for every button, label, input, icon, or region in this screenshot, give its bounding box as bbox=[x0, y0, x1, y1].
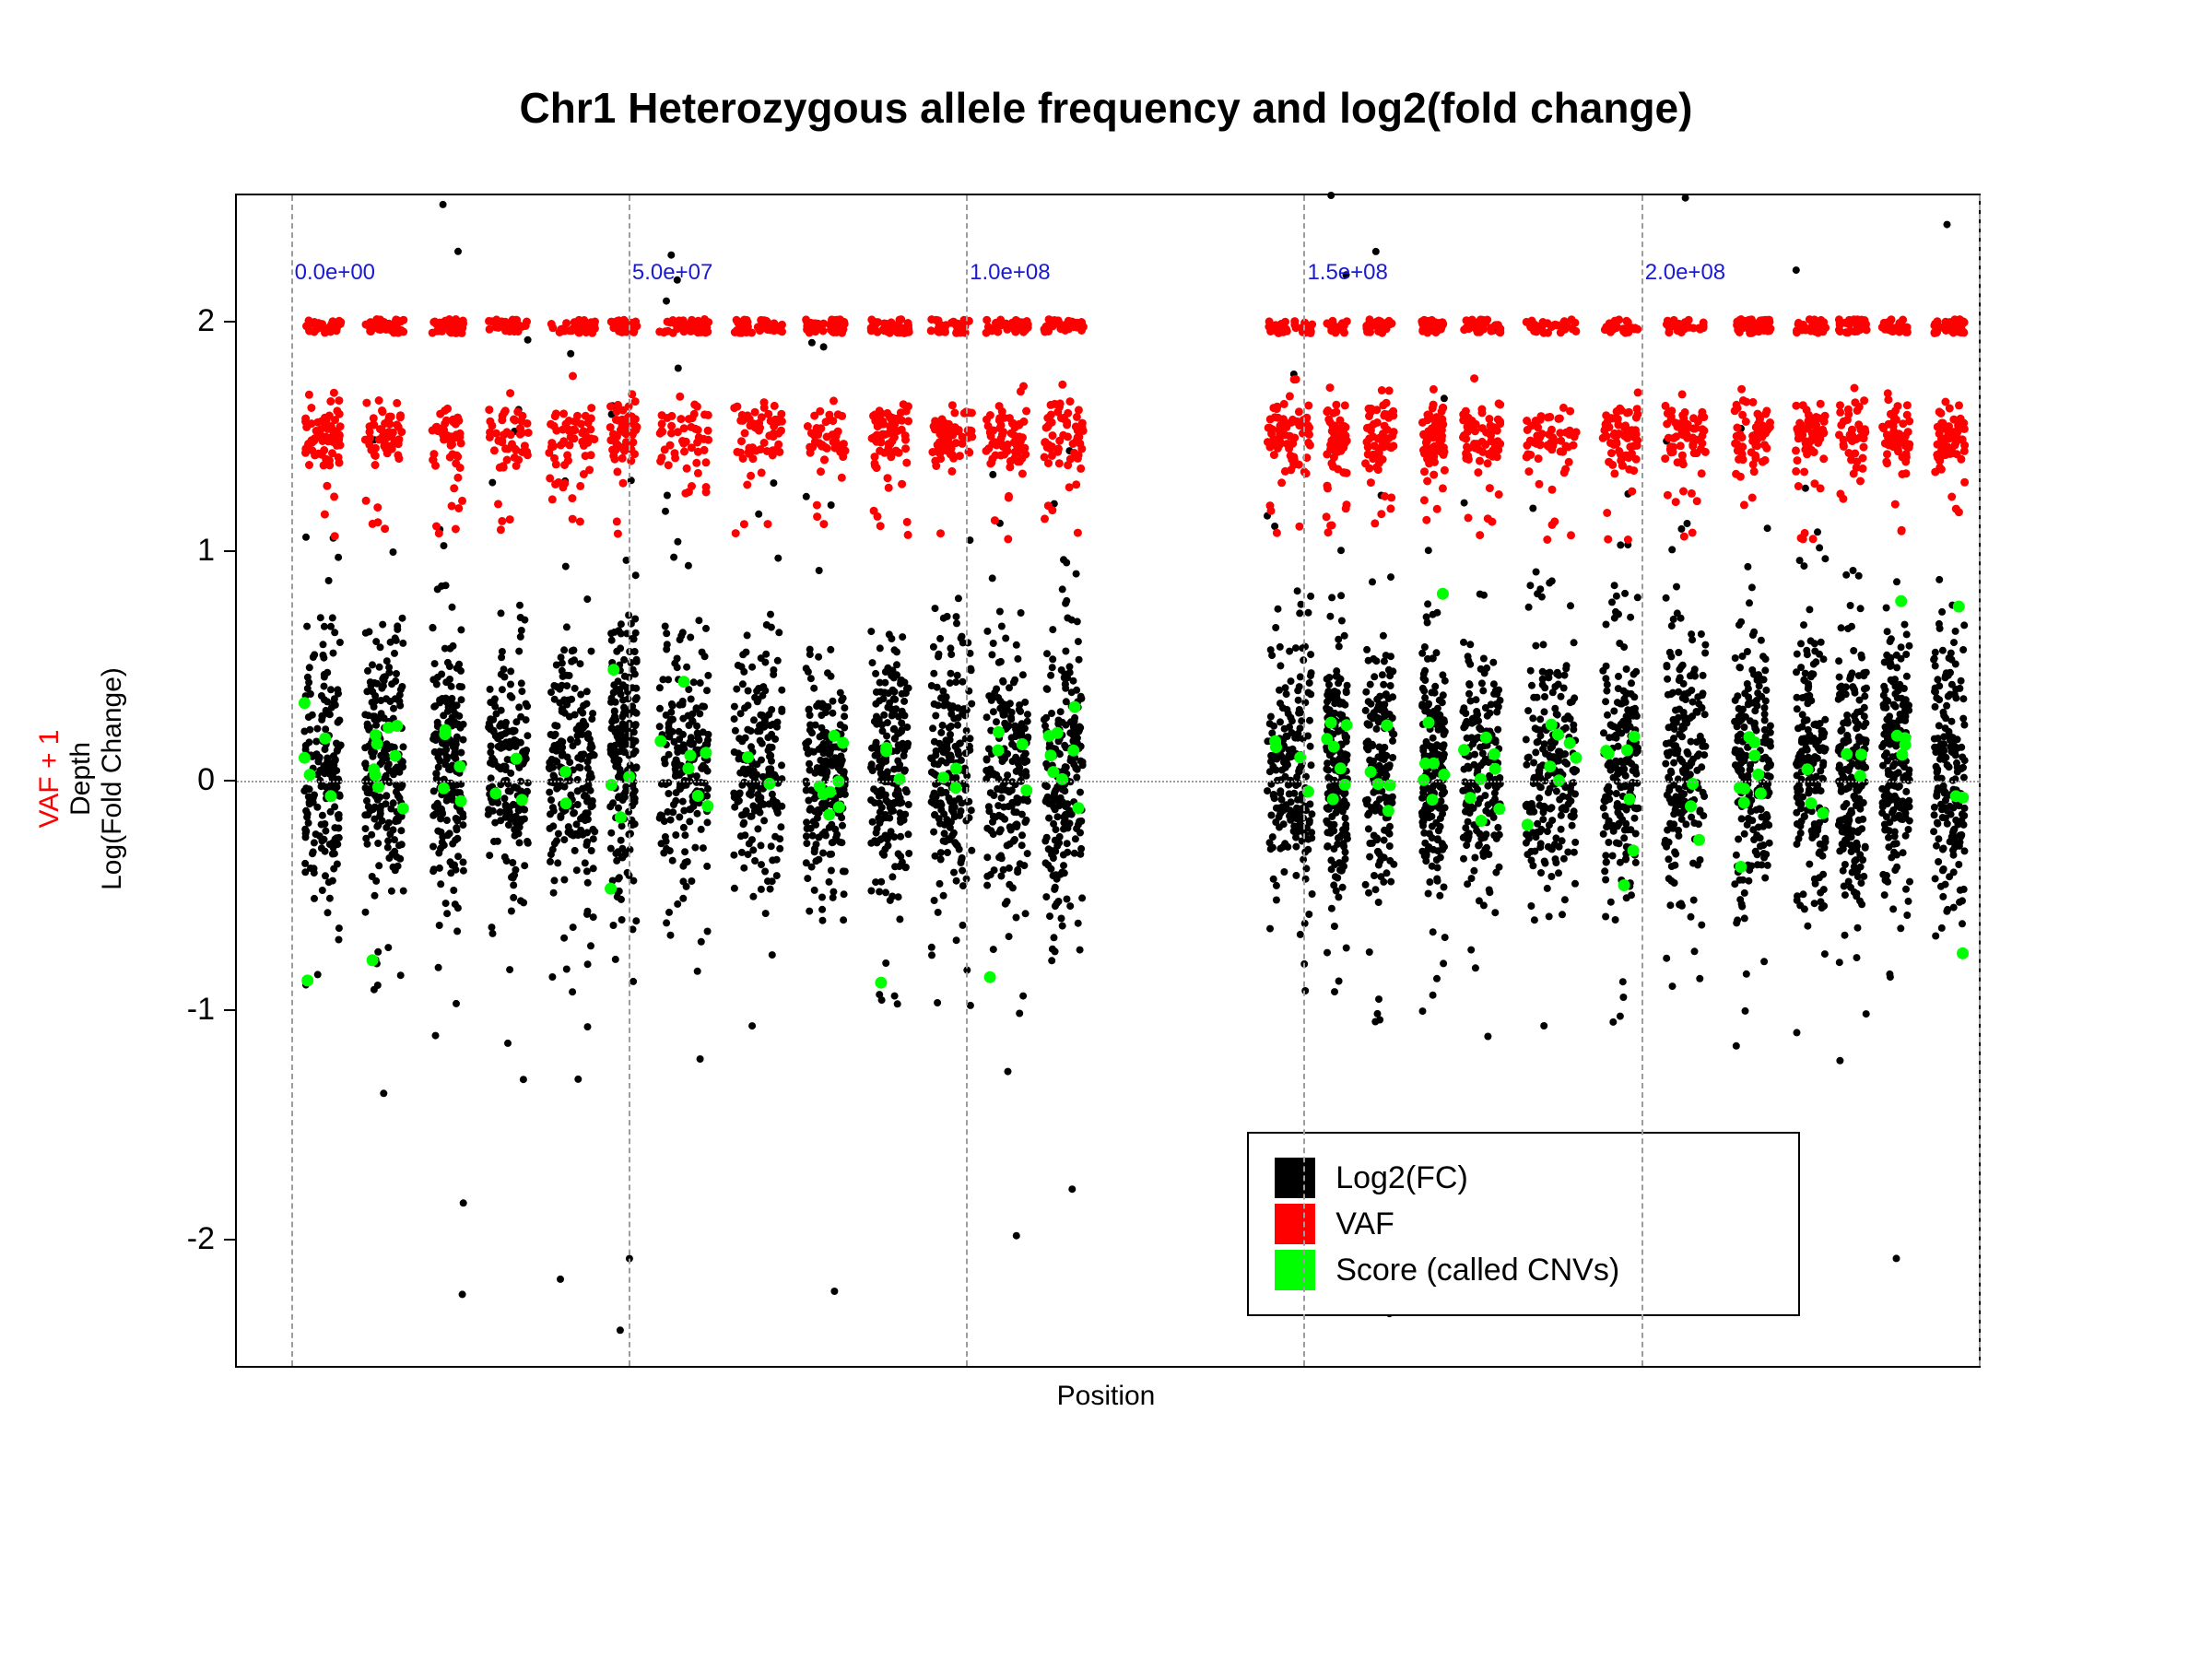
legend-label: Score (called CNVs) bbox=[1335, 1253, 1619, 1288]
legend-label: VAF bbox=[1335, 1206, 1394, 1242]
legend-swatch bbox=[1275, 1204, 1315, 1244]
x-annotation: 0.0e+00 bbox=[295, 260, 375, 286]
y-tick bbox=[224, 780, 237, 782]
y-tick-label: 2 bbox=[150, 303, 215, 339]
legend-item: Score (called CNVs) bbox=[1275, 1250, 1772, 1290]
y-tick bbox=[224, 1239, 237, 1241]
y-tick-label: -1 bbox=[150, 992, 215, 1028]
legend-label: Log2(FC) bbox=[1335, 1160, 1468, 1196]
chart-container: Chr1 Heterozygous allele frequency and l… bbox=[0, 0, 2212, 1659]
legend-swatch bbox=[1275, 1158, 1315, 1198]
x-annotation: 1.5e+08 bbox=[1307, 260, 1387, 286]
gridline-zero bbox=[237, 781, 1979, 782]
x-annotation: 1.0e+08 bbox=[970, 260, 1050, 286]
x-annotation: 2.0e+08 bbox=[1645, 260, 1725, 286]
y-tick-label: 1 bbox=[150, 533, 215, 569]
x-annotation: 5.0e+07 bbox=[632, 260, 712, 286]
legend-item: VAF bbox=[1275, 1204, 1772, 1244]
y-tick bbox=[224, 321, 237, 323]
y-tick bbox=[224, 550, 237, 552]
x-axis-label: Position bbox=[235, 1381, 1977, 1412]
legend-item: Log2(FC) bbox=[1275, 1158, 1772, 1198]
y-tick-label: -2 bbox=[150, 1221, 215, 1257]
legend: Log2(FC) VAF Score (called CNVs) bbox=[1247, 1132, 1800, 1316]
gridline-vertical bbox=[1979, 195, 1981, 1366]
y-axis-label: VAF + 1DepthLog(Fold Change) bbox=[34, 581, 128, 977]
legend-swatch bbox=[1275, 1250, 1315, 1290]
y-tick-label: 0 bbox=[150, 762, 215, 798]
y-tick bbox=[224, 1009, 237, 1011]
chart-title: Chr1 Heterozygous allele frequency and l… bbox=[0, 83, 2212, 133]
plot-area: Log2(FC) VAF Score (called CNVs) 0.0e+00 5.… bbox=[235, 194, 1981, 1368]
